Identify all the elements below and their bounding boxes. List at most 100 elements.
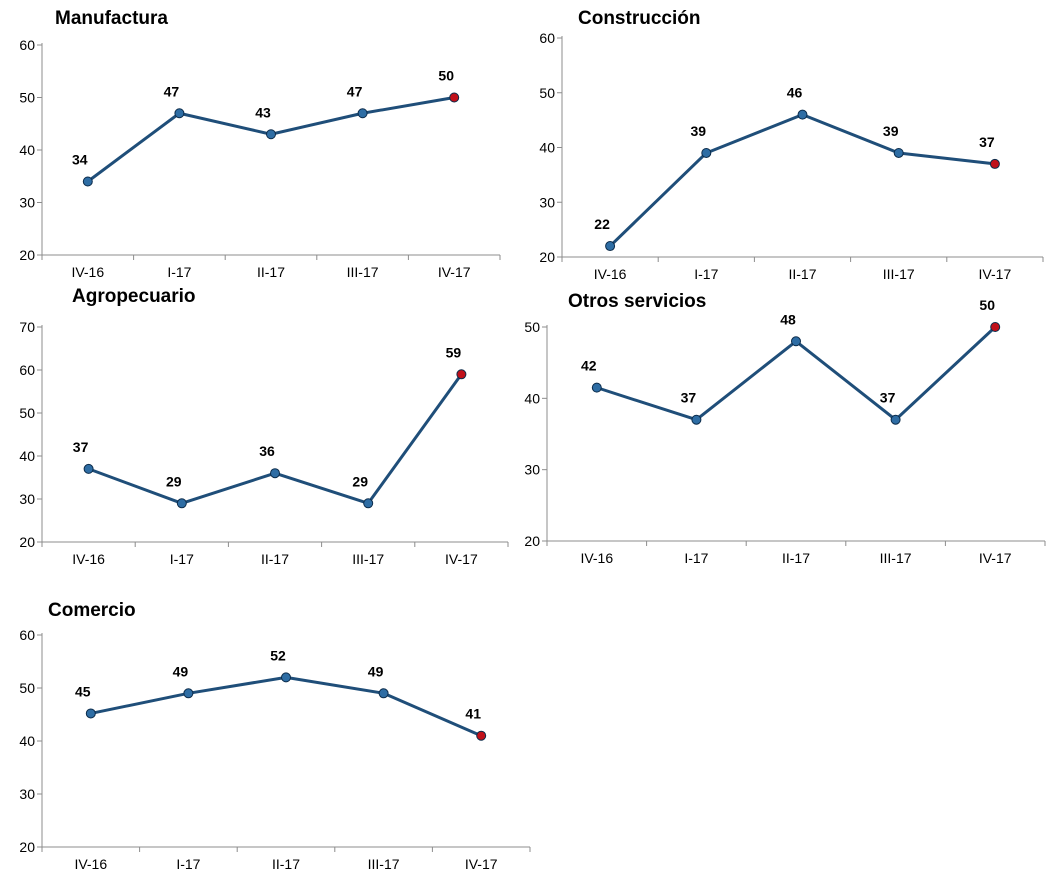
y-tick-label: 20 bbox=[19, 839, 35, 855]
x-tick-label: II-17 bbox=[272, 856, 300, 872]
data-label: 50 bbox=[438, 68, 454, 84]
y-tick-label: 30 bbox=[19, 491, 35, 507]
data-point bbox=[591, 382, 602, 393]
data-label: 52 bbox=[270, 647, 286, 663]
data-label: 29 bbox=[166, 473, 182, 489]
x-tick-label: IV-17 bbox=[979, 266, 1012, 282]
y-tick-label: 40 bbox=[539, 140, 555, 156]
y-tick-label: 60 bbox=[19, 627, 35, 643]
y-tick-label: 60 bbox=[539, 30, 555, 46]
y-tick-label: 30 bbox=[19, 786, 35, 802]
data-point bbox=[363, 498, 374, 509]
data-label: 50 bbox=[979, 297, 995, 313]
data-label: 37 bbox=[979, 134, 995, 150]
y-tick-label: 50 bbox=[19, 90, 35, 106]
data-label: 43 bbox=[255, 104, 271, 120]
chart-title: Construcción bbox=[578, 8, 700, 29]
data-label: 59 bbox=[446, 344, 462, 360]
y-tick-label: 30 bbox=[524, 462, 540, 478]
y-tick-label: 50 bbox=[19, 405, 35, 421]
x-tick-label: I-17 bbox=[684, 550, 708, 566]
data-point-latest bbox=[476, 730, 487, 741]
y-tick-label: 50 bbox=[524, 319, 540, 335]
y-tick-label: 40 bbox=[19, 733, 35, 749]
data-label: 37 bbox=[681, 390, 697, 406]
x-tick-label: III-17 bbox=[883, 266, 915, 282]
data-label: 36 bbox=[259, 443, 275, 459]
data-label: 49 bbox=[173, 663, 189, 679]
data-label: 47 bbox=[164, 83, 180, 99]
data-label: 49 bbox=[368, 663, 384, 679]
x-tick-label: IV-17 bbox=[465, 856, 498, 872]
x-tick-label: IV-16 bbox=[74, 856, 107, 872]
x-tick-label: I-17 bbox=[694, 266, 718, 282]
data-point bbox=[174, 108, 185, 119]
x-tick-label: IV-17 bbox=[438, 264, 471, 280]
data-point bbox=[893, 147, 904, 158]
y-tick-label: 60 bbox=[19, 362, 35, 378]
y-tick-label: 30 bbox=[19, 195, 35, 211]
x-tick-label: II-17 bbox=[788, 266, 816, 282]
x-tick-label: II-17 bbox=[257, 264, 285, 280]
data-point bbox=[83, 463, 94, 474]
series-line bbox=[90, 675, 482, 738]
y-tick-label: 60 bbox=[19, 37, 35, 53]
data-point bbox=[605, 241, 616, 252]
x-tick-label: II-17 bbox=[261, 551, 289, 567]
x-tick-label: I-17 bbox=[176, 856, 200, 872]
y-tick-label: 40 bbox=[19, 142, 35, 158]
data-label: 37 bbox=[73, 439, 89, 455]
x-tick-label: IV-16 bbox=[72, 551, 105, 567]
data-point-latest bbox=[456, 369, 467, 380]
data-point bbox=[890, 414, 901, 425]
data-point bbox=[266, 129, 276, 140]
data-label: 39 bbox=[883, 123, 899, 139]
chart-title: Manufactura bbox=[55, 8, 168, 29]
data-point bbox=[270, 468, 280, 479]
chart-title: Comercio bbox=[48, 600, 136, 621]
data-point bbox=[82, 176, 93, 187]
data-label: 48 bbox=[780, 311, 796, 327]
chart-title: Agropecuario bbox=[72, 286, 196, 307]
data-point bbox=[797, 109, 808, 120]
chart-title: Otros servicios bbox=[568, 291, 706, 312]
data-point bbox=[701, 147, 712, 158]
data-point bbox=[85, 708, 96, 719]
y-tick-label: 50 bbox=[539, 85, 555, 101]
data-label: 41 bbox=[465, 706, 481, 722]
y-tick-label: 50 bbox=[19, 680, 35, 696]
data-label: 37 bbox=[880, 390, 896, 406]
y-tick-label: 70 bbox=[19, 319, 35, 335]
data-label: 42 bbox=[581, 358, 597, 374]
data-label: 45 bbox=[75, 683, 91, 699]
x-tick-label: III-17 bbox=[880, 550, 912, 566]
data-point bbox=[183, 688, 194, 699]
data-label: 22 bbox=[594, 216, 610, 232]
data-point bbox=[691, 414, 702, 425]
data-point bbox=[281, 672, 291, 683]
data-point bbox=[357, 108, 368, 119]
x-tick-label: III-17 bbox=[368, 856, 400, 872]
data-point-latest bbox=[989, 158, 1000, 169]
y-tick-label: 20 bbox=[19, 534, 35, 550]
data-label: 46 bbox=[787, 85, 803, 101]
x-tick-label: IV-16 bbox=[580, 550, 613, 566]
x-tick-label: I-17 bbox=[167, 264, 191, 280]
data-point-latest bbox=[449, 92, 460, 103]
data-point bbox=[176, 498, 187, 509]
x-tick-label: III-17 bbox=[347, 264, 379, 280]
data-label: 47 bbox=[347, 83, 363, 99]
x-tick-label: IV-17 bbox=[445, 551, 478, 567]
y-tick-label: 20 bbox=[524, 533, 540, 549]
x-tick-label: I-17 bbox=[170, 551, 194, 567]
